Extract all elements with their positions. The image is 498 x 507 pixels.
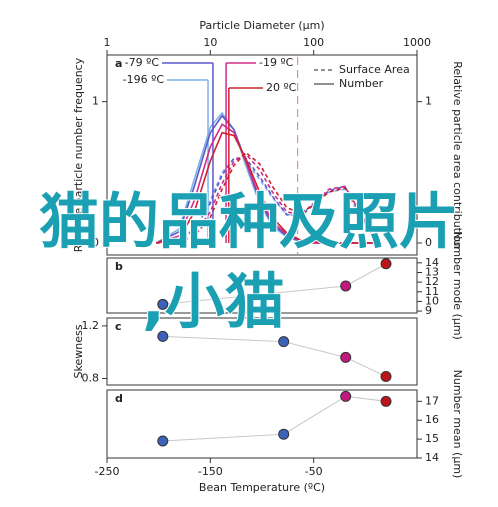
trend-line	[162, 395, 387, 442]
y2-tick-label: 15	[425, 432, 439, 445]
y2-tick-label: 14	[425, 451, 439, 464]
panel-letter: c	[115, 320, 122, 333]
group-label: -196 ºC	[123, 73, 165, 86]
surface-area-line	[156, 157, 377, 244]
y-tick-label: 1.2	[82, 319, 100, 332]
y2-tick-label: 17	[425, 394, 439, 407]
y2-tick-label: 9	[425, 304, 432, 317]
point	[380, 258, 392, 270]
group-label: -79 ºC	[125, 56, 160, 69]
point	[157, 298, 169, 310]
point	[278, 428, 290, 440]
y2-tick-label: 11	[425, 285, 439, 298]
trend-line	[162, 335, 387, 377]
x-tick-label: 1000	[403, 36, 431, 49]
panel-letter: b	[115, 260, 123, 273]
y2-tick-label: 12	[425, 275, 439, 288]
point	[340, 390, 352, 402]
y-tick-label: 0.8	[82, 371, 100, 384]
panel-frame	[106, 54, 418, 256]
x-tick-label: -250	[95, 465, 120, 478]
panel-frame	[106, 389, 418, 459]
panel-frame	[106, 317, 418, 386]
x-tick-label: 1	[104, 36, 111, 49]
point	[157, 435, 169, 447]
overlay-text: ,小猫	[142, 268, 285, 338]
y-axis-label: Skewness	[72, 324, 85, 378]
y2-tick-label: 16	[425, 413, 439, 426]
point	[380, 370, 392, 382]
panel-frame	[106, 257, 418, 314]
y2-tick-label: 1	[425, 95, 432, 108]
surface-area-line	[156, 151, 377, 244]
legend-label: Surface Area	[339, 63, 410, 76]
x-axis-title: Particle Diameter (μm)	[199, 19, 324, 32]
group-label: 20 ºC	[266, 81, 297, 94]
overlay-text: 猫的品种及照片	[39, 188, 459, 258]
point	[157, 330, 169, 342]
x-tick-label: 100	[303, 36, 324, 49]
panel-letter: d	[115, 392, 123, 405]
x-axis-label: Bean Temperature (ºC)	[199, 481, 325, 494]
panel-letter: a	[115, 57, 122, 70]
point	[380, 395, 392, 407]
y2-axis-label: Number mode (μm)	[451, 231, 464, 340]
group-label: -19 ºC	[259, 56, 294, 69]
y2-tick-label: 13	[425, 265, 439, 278]
x-tick-label: 10	[203, 36, 217, 49]
y2-axis-label: Number mean (μm)	[451, 370, 464, 479]
y-axis-label: Relative particle number frequency	[72, 57, 85, 252]
y2-tick-label: 14	[425, 256, 439, 269]
x-tick-label: -50	[305, 465, 323, 478]
legend-label: Number	[339, 77, 384, 90]
point	[340, 280, 352, 292]
y-tick-label: 0	[92, 236, 99, 249]
y2-tick-label: 0	[425, 236, 432, 249]
y2-axis-label: Relative particle area contribution	[451, 61, 464, 249]
y2-tick-label: 10	[425, 294, 439, 307]
surface-area-line	[156, 152, 377, 244]
x-tick-label: -150	[198, 465, 223, 478]
point	[278, 336, 290, 348]
number-line	[156, 131, 376, 244]
point	[340, 351, 352, 363]
y-tick-label: 1	[92, 95, 99, 108]
